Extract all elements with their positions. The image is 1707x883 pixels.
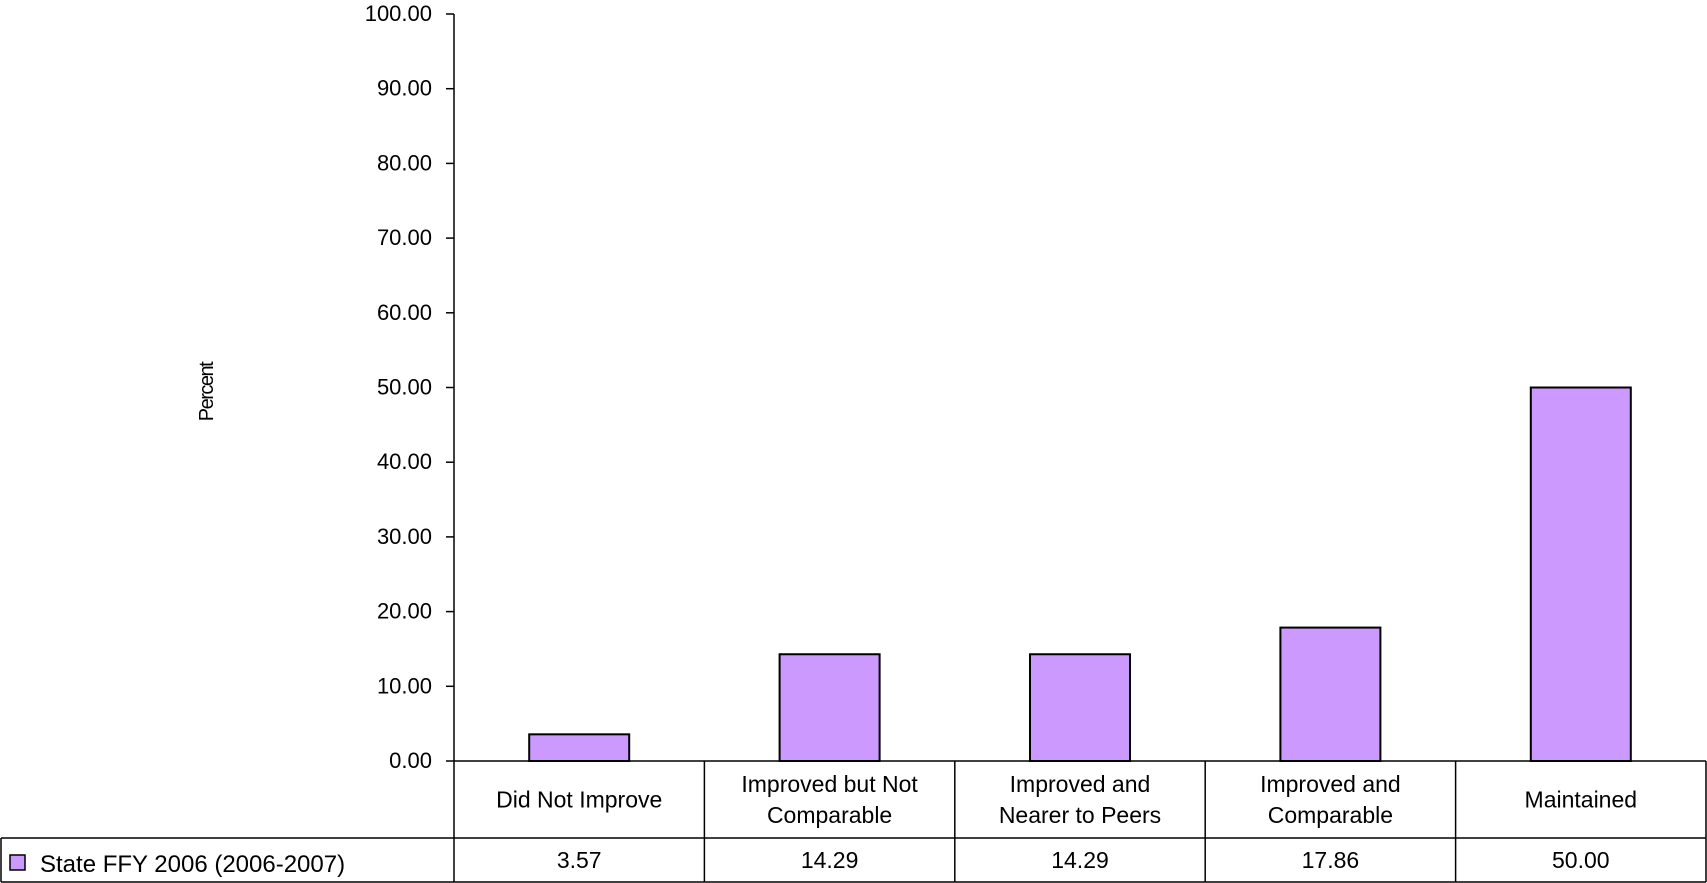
x-category-label: Did Not Improve (496, 787, 662, 813)
bar (778, 653, 881, 763)
bar (1529, 386, 1632, 762)
data-value-label: 3.57 (557, 847, 602, 873)
y-axis-label: Percent (196, 361, 218, 421)
x-category-label: Maintained (1525, 787, 1638, 813)
y-tick-label: 60.00 (377, 300, 432, 325)
x-category-label: Improved and (1260, 771, 1401, 797)
x-category-label: Comparable (767, 802, 892, 828)
legend-series-name: State FFY 2006 (2006-2007) (40, 851, 345, 878)
y-tick-label: 40.00 (377, 449, 432, 474)
x-category-label: Nearer to Peers (999, 802, 1161, 828)
x-category-label: Comparable (1268, 802, 1393, 828)
x-category-label: Improved but Not (741, 771, 918, 797)
bar (528, 733, 631, 762)
data-value-label: 17.86 (1302, 847, 1360, 873)
data-table: Did Not Improve Improved but Not Comparabl… (0, 760, 1707, 883)
y-tick-label: 20.00 (377, 599, 432, 624)
legend-swatch (9, 854, 26, 871)
y-tick-label: 0.00 (389, 748, 432, 773)
data-value-label: 14.29 (1051, 847, 1109, 873)
y-tick-label: 30.00 (377, 524, 432, 549)
data-value-label: 14.29 (801, 847, 859, 873)
x-category-label: Improved and (1010, 771, 1151, 797)
y-tick-label: 80.00 (377, 150, 432, 175)
y-tick-label: 90.00 (377, 76, 432, 101)
y-tick-label: 10.00 (377, 673, 432, 698)
bar (1279, 626, 1382, 763)
bars (528, 386, 1632, 763)
bar (1029, 653, 1131, 763)
y-tick-label: 50.00 (377, 375, 432, 400)
y-tick-label: 70.00 (377, 225, 432, 250)
y-tick-label: 100.00 (365, 1, 432, 26)
y-axis-ticks: 0.00 10.00 20.00 30.00 40.00 50.00 60.00 70.00 8… (365, 1, 455, 882)
data-value-label: 50.00 (1552, 847, 1610, 873)
